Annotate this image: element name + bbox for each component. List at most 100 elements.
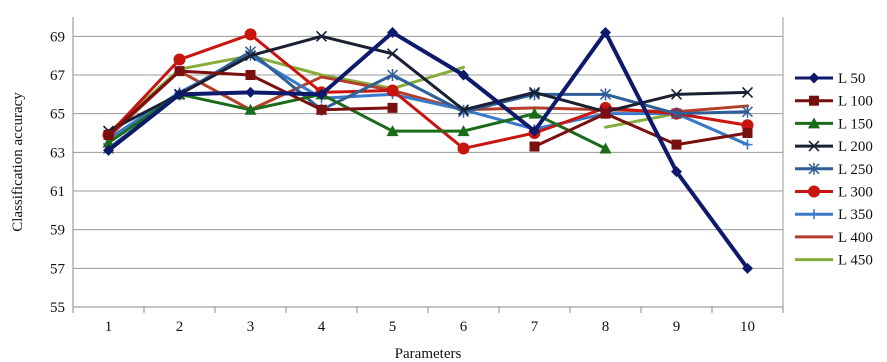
data-point-l-50 <box>245 86 256 98</box>
y-axis-title: Classification accuracy <box>10 92 26 232</box>
marker-stroke <box>670 88 683 100</box>
marker-stroke <box>528 86 541 98</box>
x-tick-label: 1 <box>105 319 113 335</box>
legend-label-l-100: L 100 <box>838 94 873 110</box>
legend-label-l-450: L 450 <box>838 253 873 269</box>
data-point-l-100 <box>671 139 682 150</box>
data-point-l-50 <box>742 262 753 274</box>
y-tick-label: 57 <box>50 261 66 277</box>
x-tick-label: 4 <box>318 319 326 335</box>
y-tick-label: 65 <box>50 107 65 123</box>
data-point-l-200 <box>528 86 541 98</box>
legend-marker-l-200 <box>808 140 820 152</box>
y-tick-label: 63 <box>50 145 65 161</box>
data-point-l-300 <box>244 28 257 41</box>
legend-label-l-350: L 350 <box>838 207 873 223</box>
data-point-l-50 <box>458 69 469 81</box>
data-point-l-250 <box>741 105 754 118</box>
data-point-l-50 <box>174 88 185 100</box>
data-point-l-250 <box>599 88 612 101</box>
data-point-l-150 <box>386 125 399 137</box>
data-point-l-100 <box>103 129 114 140</box>
series-line-l-300 <box>107 32 749 150</box>
legend: L 50 L 100 L 150 L 200 L 250 L 300 L 350 L 400 L… <box>795 71 873 269</box>
legend-marker-l-350 <box>809 209 819 220</box>
data-point-l-100 <box>316 104 327 115</box>
legend-marker-l-150 <box>808 117 820 129</box>
series-line-l-100 <box>533 112 749 149</box>
x-tick-label: 9 <box>673 319 681 335</box>
marker-stroke <box>457 104 470 116</box>
data-point-l-150 <box>244 103 257 115</box>
data-point-l-200 <box>457 104 470 116</box>
series-l-50 <box>103 26 753 274</box>
data-point-l-150 <box>102 136 115 148</box>
data-point-l-50 <box>103 144 114 156</box>
x-tick-label: 5 <box>389 319 397 335</box>
series-line-l-150 <box>107 92 607 150</box>
x-tick-label: 3 <box>247 319 255 335</box>
data-point-l-200 <box>670 88 683 100</box>
data-point-l-200 <box>244 50 257 62</box>
legend-label-l-250: L 250 <box>838 162 873 178</box>
data-point-l-200 <box>315 30 328 42</box>
legend-item-l-450: L 450 <box>795 253 873 269</box>
legend-label-l-150: L 150 <box>838 116 873 132</box>
series-layer <box>102 26 754 274</box>
legend-item-l-250: L 250 <box>795 162 873 178</box>
legend-item-l-350: L 350 <box>795 207 873 223</box>
legend-item-l-50: L 50 <box>795 71 865 87</box>
data-point-l-50 <box>316 88 327 100</box>
data-point-l-200 <box>741 86 754 98</box>
data-point-l-300 <box>457 142 470 155</box>
data-point-l-350 <box>742 139 753 150</box>
data-point-l-300 <box>386 84 399 97</box>
legend-label-l-300: L 300 <box>838 185 873 201</box>
legend-marker-l-100 <box>809 95 819 106</box>
data-point-l-50 <box>529 125 540 137</box>
data-point-l-100 <box>174 66 185 77</box>
legend-marker-l-300 <box>808 185 820 198</box>
data-point-l-100 <box>529 141 540 152</box>
data-point-l-100 <box>600 108 611 119</box>
legend-item-l-200: L 200 <box>795 139 873 155</box>
data-point-l-50 <box>387 26 398 38</box>
series-line-l-50 <box>106 30 750 271</box>
data-point-l-100 <box>387 102 398 113</box>
data-point-l-200 <box>386 48 399 60</box>
y-tick-label: 59 <box>50 223 65 239</box>
legend-label-l-400: L 400 <box>838 230 873 246</box>
legend-label-l-200: L 200 <box>838 139 873 155</box>
data-point-l-250 <box>386 69 399 81</box>
marker-stroke <box>808 140 820 152</box>
legend-item-l-300: L 300 <box>795 185 873 201</box>
y-tick-label: 61 <box>50 184 65 200</box>
data-point-l-250 <box>528 88 541 101</box>
data-point-l-150 <box>457 125 470 137</box>
marker-stroke <box>386 48 399 60</box>
legend-item-l-100: L 100 <box>795 94 873 110</box>
marker-stroke <box>315 30 328 42</box>
x-axis-title: Parameters <box>395 346 462 362</box>
data-point-l-50 <box>671 166 682 178</box>
legend-item-l-400: L 400 <box>795 230 873 246</box>
legend-marker-l-50 <box>808 72 820 84</box>
y-tick-label: 55 <box>50 300 65 316</box>
marker-stroke <box>244 50 257 62</box>
x-tick-label: 2 <box>176 319 184 335</box>
y-tick-label: 69 <box>50 29 65 45</box>
data-point-l-150 <box>528 107 541 119</box>
legend-label-l-50: L 50 <box>838 71 865 87</box>
grid-layer <box>73 35 783 308</box>
marker-stroke <box>741 86 754 98</box>
data-point-l-250 <box>670 107 683 120</box>
x-tick-label: 7 <box>531 319 539 335</box>
series-l-100 <box>103 66 753 152</box>
legend-marker-l-250 <box>808 162 820 175</box>
data-point-l-100 <box>245 70 256 80</box>
data-point-l-300 <box>173 53 186 66</box>
data-point-l-50 <box>600 26 611 38</box>
